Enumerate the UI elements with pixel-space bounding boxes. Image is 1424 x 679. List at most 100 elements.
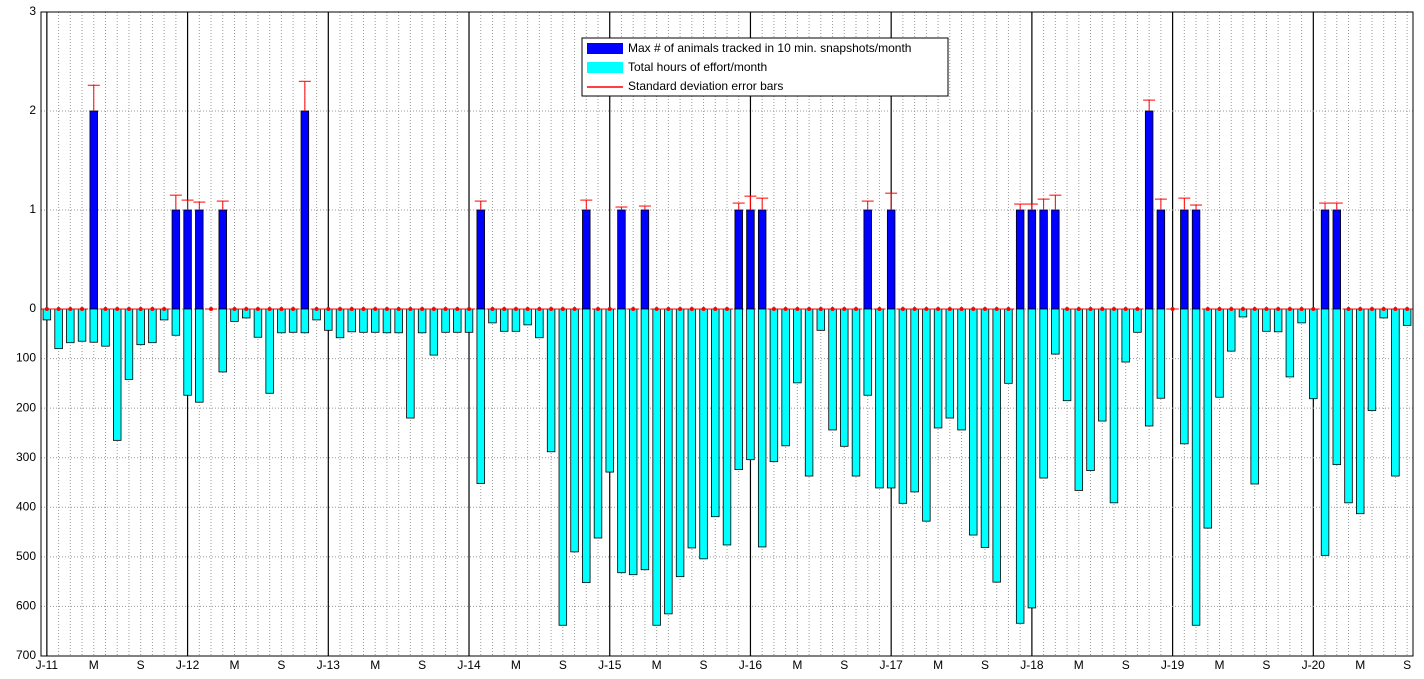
error-bar (1014, 203, 1027, 210)
error-dot (373, 307, 378, 311)
error-bar (334, 307, 347, 311)
error-bar (861, 200, 874, 210)
error-bar (146, 307, 159, 311)
error-bar (791, 307, 804, 311)
error-bar (873, 307, 886, 311)
x-tick-label: J-17 (879, 658, 903, 672)
error-dot (150, 307, 155, 311)
bar (711, 308, 720, 518)
error-bar (1401, 307, 1414, 311)
error-bar (1283, 307, 1296, 311)
bar (664, 308, 673, 615)
x-tick-label: J-13 (317, 658, 341, 672)
error-dot (138, 307, 143, 311)
error-dot (607, 307, 612, 311)
error-bar (1236, 307, 1249, 311)
error-dot (947, 307, 952, 311)
error-dot (560, 307, 565, 311)
bar (300, 308, 310, 334)
error-dot (1123, 307, 1128, 311)
bar (324, 308, 333, 331)
bar (757, 308, 767, 548)
x-tick-label: J-18 (1020, 658, 1044, 672)
error-bar (392, 307, 405, 311)
x-tick-label: J-16 (739, 658, 763, 672)
bar (171, 308, 181, 336)
x-tick-label: M (933, 658, 943, 672)
error-bar (99, 307, 112, 311)
bar (687, 308, 697, 549)
error-bar (627, 307, 640, 311)
error-dot (771, 307, 776, 311)
bar (699, 308, 708, 560)
x-tick-label: J-20 (1302, 658, 1326, 672)
error-dot (818, 307, 823, 311)
error-dot (654, 307, 659, 311)
bar (816, 308, 826, 331)
bar (1344, 308, 1353, 504)
error-bar (380, 307, 393, 311)
error-bar (87, 84, 100, 111)
bar (734, 209, 743, 310)
error-dot (936, 307, 941, 311)
bar (101, 308, 110, 347)
bar (253, 308, 263, 338)
bar (1156, 308, 1166, 399)
error-bar (767, 307, 780, 311)
bar (957, 308, 966, 431)
bar (1027, 308, 1037, 609)
bar (875, 308, 884, 489)
bar (1250, 308, 1259, 485)
bar (746, 209, 755, 310)
error-dot (572, 307, 577, 311)
error-bar (1037, 198, 1050, 210)
bar (277, 308, 286, 334)
error-bar (1154, 198, 1167, 210)
error-bar (744, 195, 757, 210)
bar (476, 308, 485, 484)
bar (582, 308, 591, 584)
bar (980, 308, 990, 548)
error-dot (443, 307, 448, 311)
bar (1144, 308, 1154, 427)
bar (617, 308, 626, 574)
error-bar (1178, 197, 1191, 210)
error-dot (596, 307, 601, 311)
error-bar (76, 307, 89, 311)
error-dot (1065, 307, 1070, 311)
bar (429, 308, 439, 356)
bar (886, 308, 896, 489)
bar (558, 308, 568, 626)
error-bar (1225, 307, 1238, 311)
bar (1320, 308, 1330, 556)
error-dot (1369, 307, 1374, 311)
error-bar (1319, 202, 1332, 210)
error-dot (502, 307, 507, 311)
bar (66, 308, 75, 344)
bar (359, 308, 368, 333)
bar (535, 308, 544, 339)
error-bar (779, 307, 792, 311)
error-bar (52, 307, 65, 311)
error-dot (1205, 307, 1210, 311)
error-bar (287, 307, 300, 311)
error-dot (689, 307, 694, 311)
bar (640, 209, 650, 310)
error-bar (1295, 307, 1308, 311)
error-dot (982, 307, 987, 311)
x-tick-label: J-19 (1161, 658, 1185, 672)
error-bar (674, 307, 687, 311)
error-dot (232, 307, 237, 311)
bar (769, 308, 779, 463)
error-bar (803, 307, 816, 311)
legend-label: Standard deviation error bars (628, 79, 783, 93)
error-dot (994, 307, 999, 311)
y-tick-label: 2 (29, 103, 36, 117)
bar (933, 308, 943, 429)
x-tick-label: M (1074, 658, 1084, 672)
bar (1203, 308, 1212, 529)
error-dot (959, 307, 964, 311)
y2-tick-label: 400 (16, 499, 36, 513)
error-dot (326, 307, 331, 311)
error-bar (580, 199, 593, 210)
